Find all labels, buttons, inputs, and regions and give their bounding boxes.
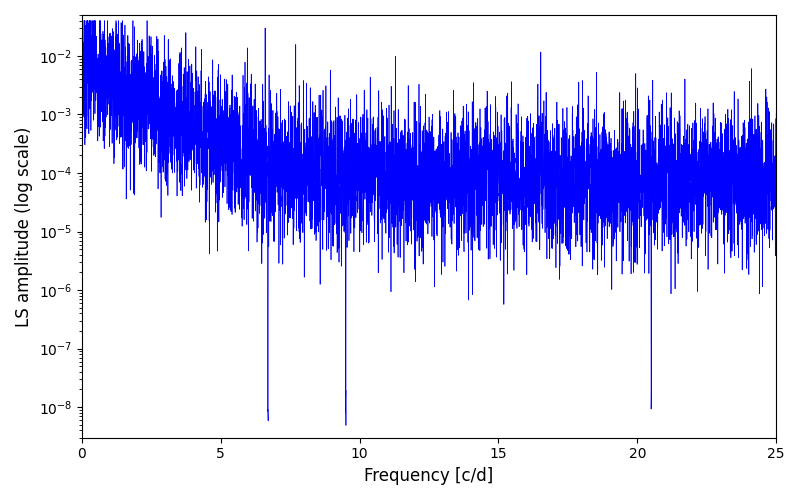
- Y-axis label: LS amplitude (log scale): LS amplitude (log scale): [15, 126, 33, 326]
- X-axis label: Frequency [c/d]: Frequency [c/d]: [364, 467, 494, 485]
